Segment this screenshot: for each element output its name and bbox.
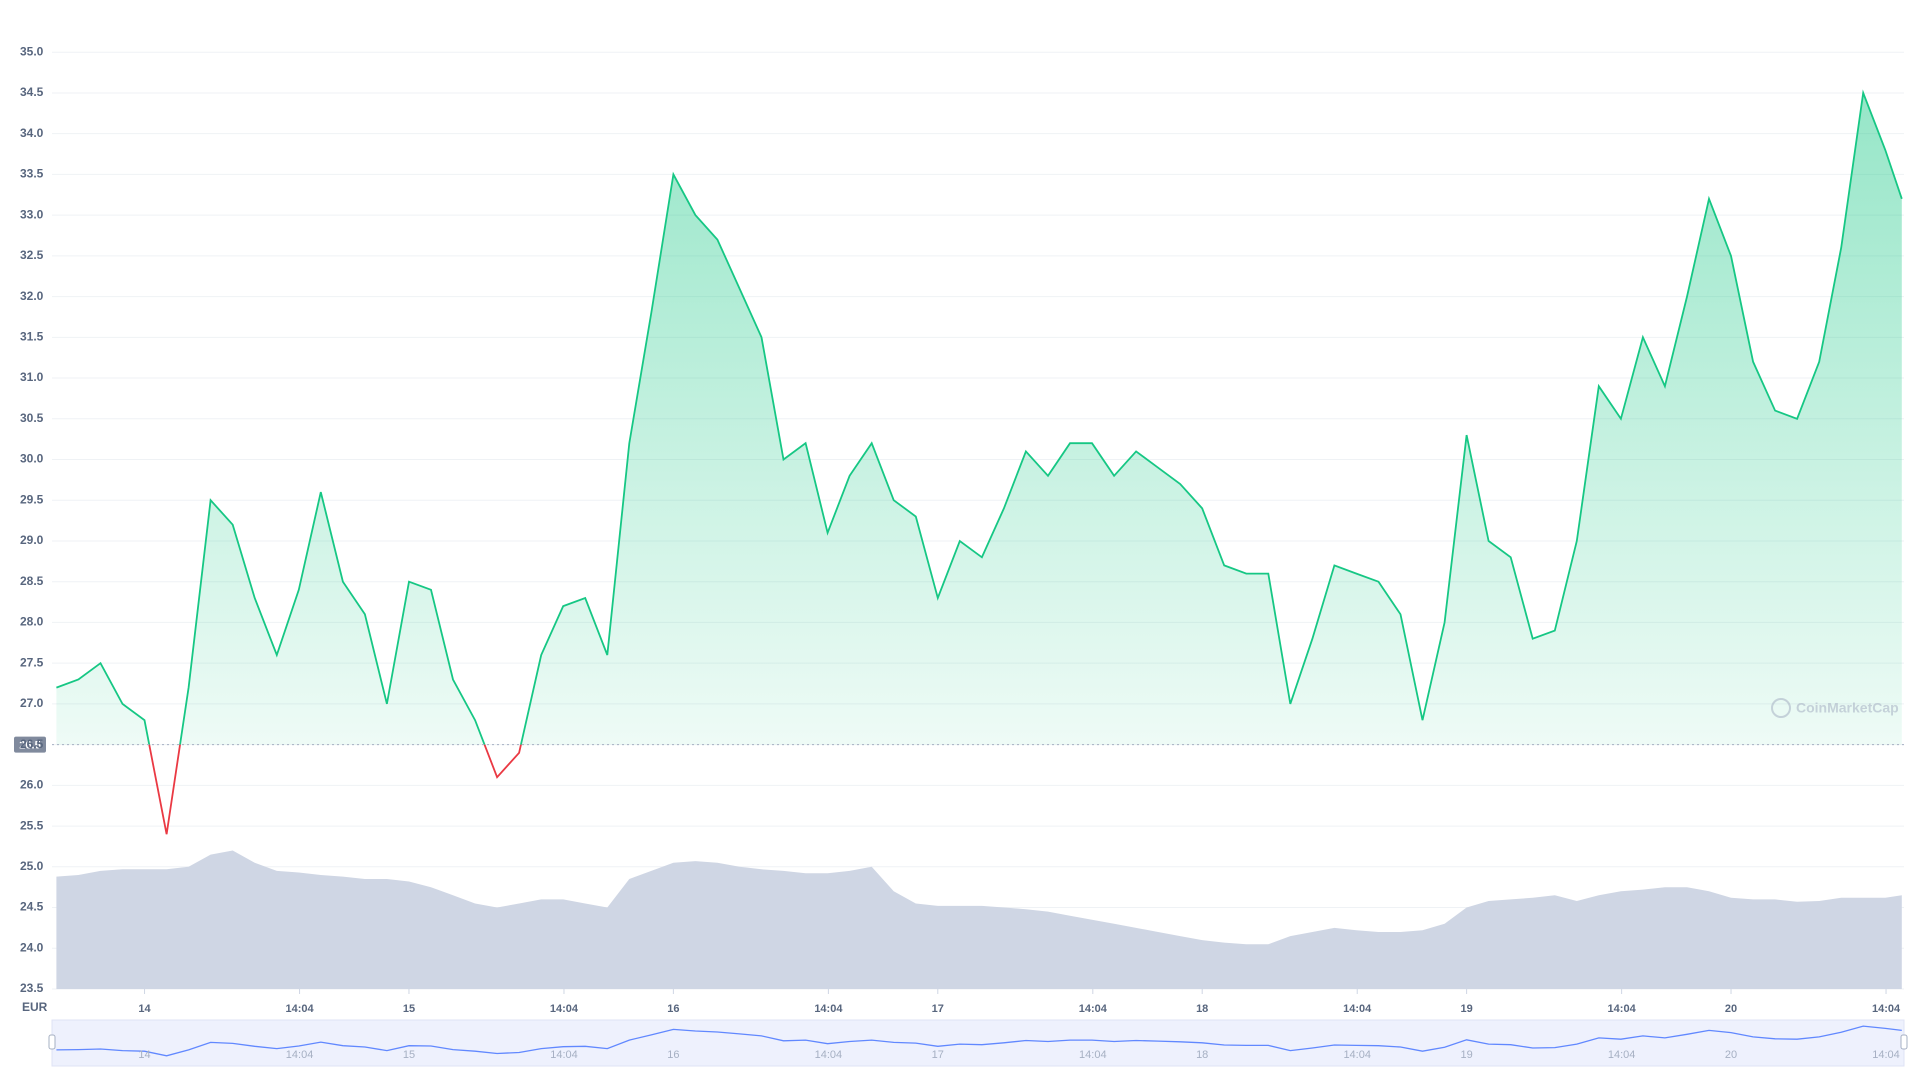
navigator-tick-label: 15 (403, 1049, 415, 1061)
navigator-tick-label: 14:04 (815, 1049, 843, 1061)
y-tick-label: 25.5 (20, 818, 44, 832)
navigator-line (56, 1025, 1902, 1057)
navigator-tick-label: 14:04 (286, 1049, 314, 1061)
currency-label: EUR (22, 1000, 48, 1014)
y-tick-label: 26.5 (20, 737, 44, 751)
x-tick-label: 20 (1725, 1003, 1737, 1015)
y-tick-label: 35.0 (20, 44, 44, 58)
navigator-tick-label: 18 (1196, 1049, 1208, 1061)
x-tick-label: 17 (932, 1003, 944, 1015)
x-tick-label: 14:04 (1343, 1003, 1372, 1015)
navigator-tick-label: 14:04 (550, 1049, 578, 1061)
x-tick-label: 14:04 (1608, 1003, 1637, 1015)
y-tick-label: 34.5 (20, 85, 44, 99)
navigator-tick-label: 14:04 (1872, 1049, 1900, 1061)
x-tick-label: 14:04 (285, 1003, 314, 1015)
x-tick-label: 14:04 (1079, 1003, 1108, 1015)
price-line (56, 89, 1903, 745)
y-tick-label: 31.5 (20, 329, 44, 343)
y-tick-label: 31.0 (20, 370, 44, 384)
watermark: CoinMarketCap (1771, 698, 1899, 718)
y-tick-label: 29.0 (20, 533, 44, 547)
y-tick-label: 25.0 (20, 859, 44, 873)
navigator-tick-label: 17 (932, 1049, 944, 1061)
y-tick-label: 32.5 (20, 248, 44, 262)
x-tick-label: 15 (403, 1003, 415, 1015)
navigator-tick-label: 14:04 (1608, 1049, 1636, 1061)
y-tick-label: 33.0 (20, 207, 44, 221)
watermark-icon (1771, 698, 1791, 718)
navigator-tick-label: 19 (1460, 1049, 1472, 1061)
y-tick-label: 28.0 (20, 615, 44, 629)
volume-area (56, 850, 1902, 989)
y-tick-label: 26.0 (20, 778, 44, 792)
y-tick-label: 24.5 (20, 900, 44, 914)
baseline-tag (14, 736, 46, 753)
y-tick-label: 27.5 (20, 655, 44, 669)
y-tick-label: 24.0 (20, 940, 44, 954)
navigator-tick-label: 20 (1725, 1049, 1737, 1061)
y-tick-label: 33.5 (20, 167, 44, 181)
x-tick-label: 18 (1196, 1003, 1208, 1015)
y-tick-label: 34.0 (20, 126, 44, 140)
navigator-tick-label: 14:04 (1079, 1049, 1107, 1061)
x-tick-label: 16 (667, 1003, 679, 1015)
y-tick-label: 29.5 (20, 492, 44, 506)
x-tick-label: 19 (1460, 1003, 1472, 1015)
x-tick-label: 14:04 (1872, 1003, 1901, 1015)
y-tick-label: 30.0 (20, 452, 44, 466)
navigator-tick-label: 14 (138, 1049, 150, 1061)
price-area (56, 92, 1902, 745)
watermark-text: CoinMarketCap (1796, 700, 1899, 716)
x-tick-label: 14:04 (550, 1003, 579, 1015)
navigator-tick-label: 16 (667, 1049, 679, 1061)
baseline-label: 26.5 (19, 740, 40, 752)
y-tick-label: 27.0 (20, 696, 44, 710)
y-tick-label: 28.5 (20, 574, 44, 588)
x-tick-label: 14 (138, 1003, 151, 1015)
navigator-handle[interactable] (1900, 1034, 1908, 1050)
y-tick-label: 23.5 (20, 981, 44, 995)
y-tick-label: 30.5 (20, 411, 44, 425)
navigator-handle[interactable] (48, 1034, 56, 1050)
navigator-tick-label: 14:04 (1343, 1049, 1371, 1061)
x-tick-label: 14:04 (814, 1003, 843, 1015)
y-tick-label: 32.0 (20, 289, 44, 303)
navigator[interactable] (51, 1019, 1905, 1067)
